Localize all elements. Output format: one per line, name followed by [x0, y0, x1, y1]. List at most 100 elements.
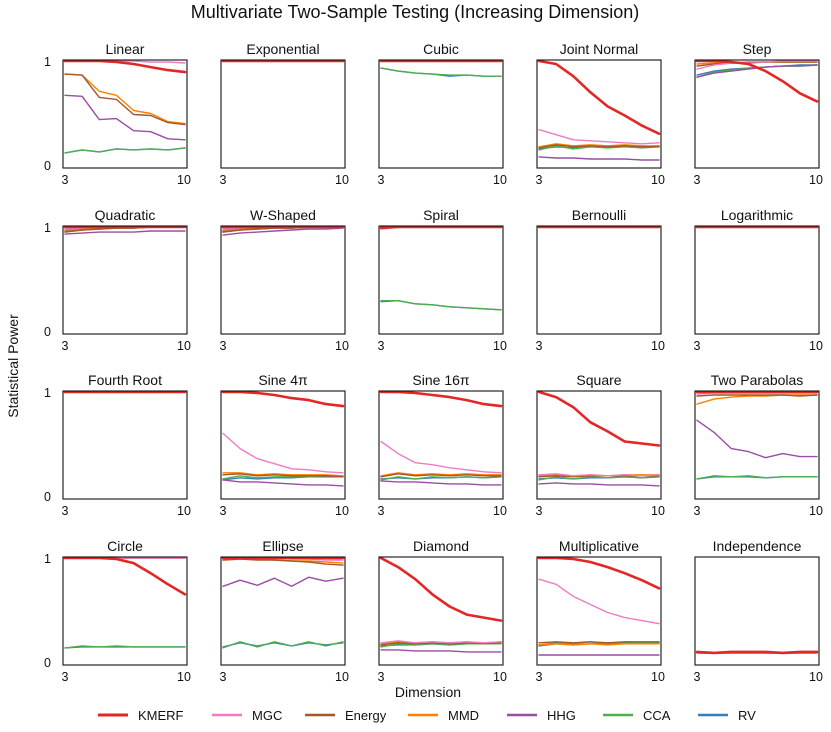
x-tick-label: 3	[220, 670, 227, 684]
series-line-energy	[380, 473, 502, 478]
panel-frame	[694, 556, 820, 666]
series-line-cca	[380, 67, 502, 77]
panel-title-square: Square	[576, 372, 621, 388]
series-line-hhg	[222, 479, 344, 487]
legend-label: MMD	[448, 708, 479, 723]
x-tick-label: 10	[493, 173, 507, 187]
y-tick-label: 1	[44, 221, 51, 235]
panel-independence: Independence 3 10	[694, 538, 823, 684]
x-tick-label: 10	[809, 504, 823, 518]
series-line-energy	[538, 641, 660, 644]
panel-joint-normal: Joint Normal 3 10	[536, 41, 665, 187]
series-line-kmerf	[537, 390, 661, 447]
panel-title-exponential: Exponential	[246, 41, 319, 57]
series-line-kmerf	[379, 556, 503, 622]
panel-frame	[536, 59, 662, 169]
x-tick-label: 3	[536, 504, 543, 518]
panel-multiplicative: Multiplicative 3 10	[536, 538, 665, 684]
panel-title-w-shaped: W-Shaped	[250, 207, 316, 223]
series-line-hhg	[538, 482, 660, 487]
x-tick-label: 3	[378, 504, 385, 518]
x-tick-label: 3	[220, 504, 227, 518]
series-line-mmd	[538, 643, 660, 646]
series-line-hhg	[222, 576, 344, 587]
series-line-cca	[64, 645, 186, 649]
y-axis-label: Statistical Power	[5, 314, 21, 418]
x-tick-label: 10	[335, 173, 349, 187]
panel-title-cubic: Cubic	[423, 41, 459, 57]
panel-title-fourth-root: Fourth Root	[88, 372, 162, 388]
x-tick-label: 10	[177, 504, 191, 518]
series-line-kmerf	[221, 390, 345, 408]
y-tick-label: 1	[44, 386, 51, 400]
x-tick-label: 3	[220, 339, 227, 353]
series-line-kmerf	[695, 650, 819, 655]
series-line-mgc	[538, 128, 660, 145]
legend-label: Energy	[345, 708, 387, 723]
series-line-mgc	[380, 640, 502, 644]
series-line-cca	[538, 476, 660, 481]
panel-ellipse: Ellipse 3 10	[220, 538, 349, 684]
panel-frame	[62, 225, 188, 335]
chart-title: Multivariate Two-Sample Testing (Increas…	[191, 2, 640, 22]
series-line-hhg	[64, 94, 186, 141]
x-tick-label: 10	[809, 173, 823, 187]
panel-frame	[378, 390, 504, 500]
x-tick-label: 10	[335, 670, 349, 684]
legend-item-rv: RV	[698, 708, 756, 723]
x-axis-label: Dimension	[395, 684, 461, 700]
panel-title-diamond: Diamond	[413, 538, 469, 554]
series-line-energy	[222, 473, 344, 478]
panel-frame	[62, 556, 188, 666]
panel-frame	[220, 390, 346, 500]
panel-frame	[378, 556, 504, 666]
panel-exponential: Exponential 3 10	[220, 41, 349, 187]
series-line-cca	[380, 476, 502, 481]
panel-frame	[378, 225, 504, 335]
series-line-mmd	[222, 472, 344, 477]
panel-frame	[694, 225, 820, 335]
series-line-energy	[380, 642, 502, 646]
x-tick-label: 10	[809, 670, 823, 684]
panel-title-logarithmic: Logarithmic	[721, 207, 793, 223]
panel-sine-4pi: Sine 4π 3 10	[220, 372, 349, 518]
series-line-kmerf	[537, 59, 661, 135]
legend-item-cca: CCA	[603, 708, 671, 723]
series-line-cca	[64, 147, 186, 154]
x-tick-label: 3	[536, 339, 543, 353]
x-tick-label: 10	[809, 339, 823, 353]
panel-frame	[378, 59, 504, 169]
y-tick-label: 1	[44, 552, 51, 566]
panel-two-parabolas: Two Parabolas 3 10	[694, 372, 823, 518]
x-tick-label: 3	[536, 670, 543, 684]
x-tick-label: 3	[378, 339, 385, 353]
x-tick-label: 10	[651, 173, 665, 187]
series-line-kmerf	[63, 59, 187, 74]
x-tick-label: 10	[493, 504, 507, 518]
y-tick-label: 0	[44, 490, 51, 504]
panel-frame	[220, 59, 346, 169]
series-line-kmerf	[63, 556, 187, 596]
y-tick-label: 0	[44, 656, 51, 670]
series-line-mgc	[538, 473, 660, 477]
legend-label: CCA	[643, 708, 671, 723]
panel-w-shaped: W-Shaped 3 10	[220, 207, 349, 353]
x-tick-label: 3	[378, 670, 385, 684]
series-line-rv	[222, 476, 344, 481]
x-tick-label: 3	[62, 173, 69, 187]
series-line-hhg	[222, 227, 344, 236]
panel-diamond: Diamond 3 10	[378, 538, 507, 684]
series-line-mmd	[696, 394, 818, 405]
series-line-hhg	[538, 156, 660, 161]
series-line-kmerf	[537, 556, 661, 590]
series-line-energy	[538, 144, 660, 149]
panel-title-sine-16pi: Sine 16π	[412, 372, 469, 388]
x-tick-label: 10	[335, 504, 349, 518]
series-line-kmerf	[379, 390, 503, 408]
panel-cubic: Cubic 3 10	[378, 41, 507, 187]
legend-item-hhg: HHG	[507, 708, 576, 723]
x-tick-label: 3	[220, 173, 227, 187]
